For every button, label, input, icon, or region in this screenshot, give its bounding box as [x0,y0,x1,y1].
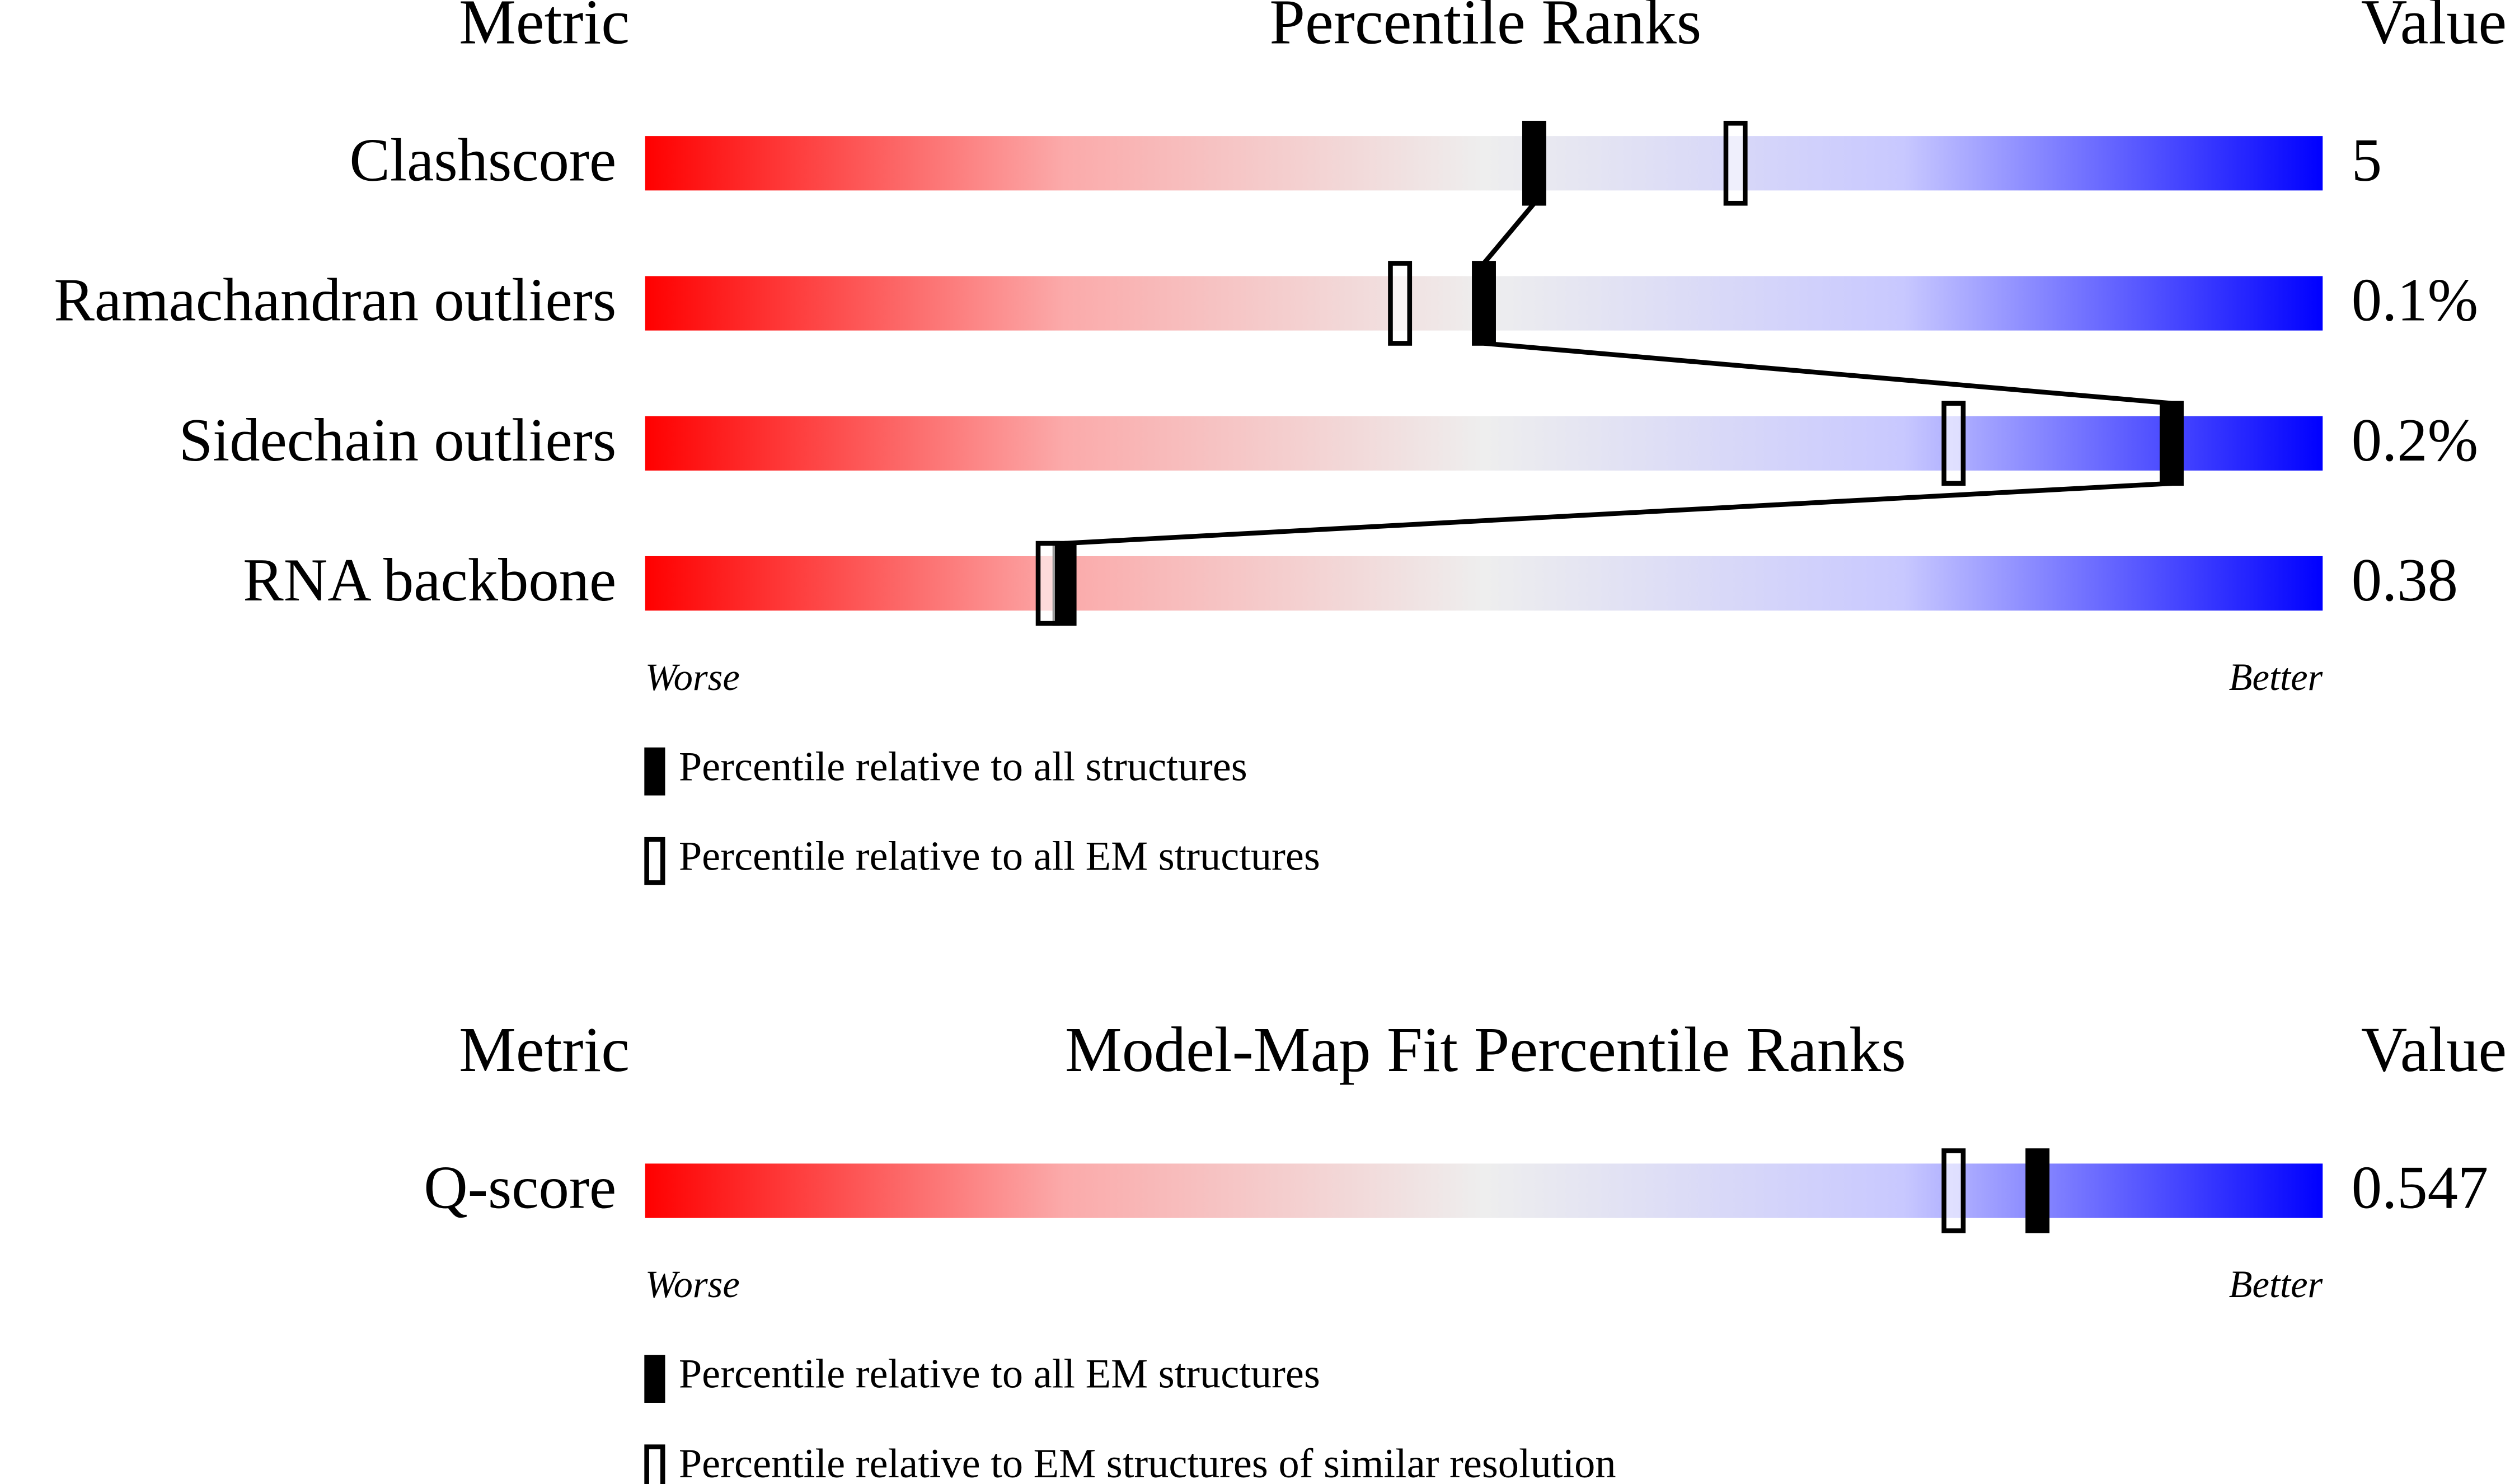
percentile-bar [645,1163,2323,1218]
row-value: 0.2% [2352,406,2478,474]
percentile-marker [1941,401,1966,486]
row-label: Clashscore [349,126,616,194]
row-value: 0.1% [2352,266,2478,334]
percentile-bar [645,416,2323,471]
legend-label: Percentile relative to all EM structures [679,833,1320,879]
percentile-marker [1522,120,1546,206]
chart-title: Percentile Ranks [1269,0,1701,58]
legend-swatch [644,1355,665,1403]
metric-header: Metric [459,0,630,58]
better-label: Better [2229,656,2323,698]
worse-label: Worse [645,656,740,698]
row-value: 0.547 [2352,1154,2489,1222]
row-label: RNA backbone [243,546,616,614]
legend-swatch [644,747,665,796]
legend-swatch [644,1444,665,1484]
row-label: Sidechain outliers [179,406,617,474]
percentile-marker [1035,541,1060,626]
percentile-bar [645,136,2323,191]
percentile-marker [2025,1148,2050,1233]
row-label: Q-score [424,1154,616,1222]
legend-swatch [644,837,665,885]
worse-label: Worse [645,1263,740,1305]
row-value: 0.38 [2352,546,2458,614]
percentile-marker [2160,401,2184,486]
value-header: Value [2361,1014,2507,1085]
legend-label: Percentile relative to all EM structures [679,1351,1320,1397]
connector [1064,481,2172,546]
percentile-marker [1388,261,1413,346]
percentile-bar [645,556,2323,611]
percentile-marker [1472,261,1496,346]
percentile-marker [1723,120,1748,206]
metric-header: Metric [459,1014,630,1085]
legend-label: Percentile relative to all structures [679,744,1247,790]
connector [1484,341,2172,406]
legend-label: Percentile relative to EM structures of … [679,1441,1616,1484]
chart-title: Model-Map Fit Percentile Ranks [1065,1014,1906,1085]
row-label: Ramachandran outliers [54,266,616,334]
value-header: Value [2361,0,2507,58]
connector [1482,201,1536,265]
percentile-marker [1941,1148,1966,1233]
row-value: 5 [2352,126,2382,194]
better-label: Better [2229,1263,2323,1305]
